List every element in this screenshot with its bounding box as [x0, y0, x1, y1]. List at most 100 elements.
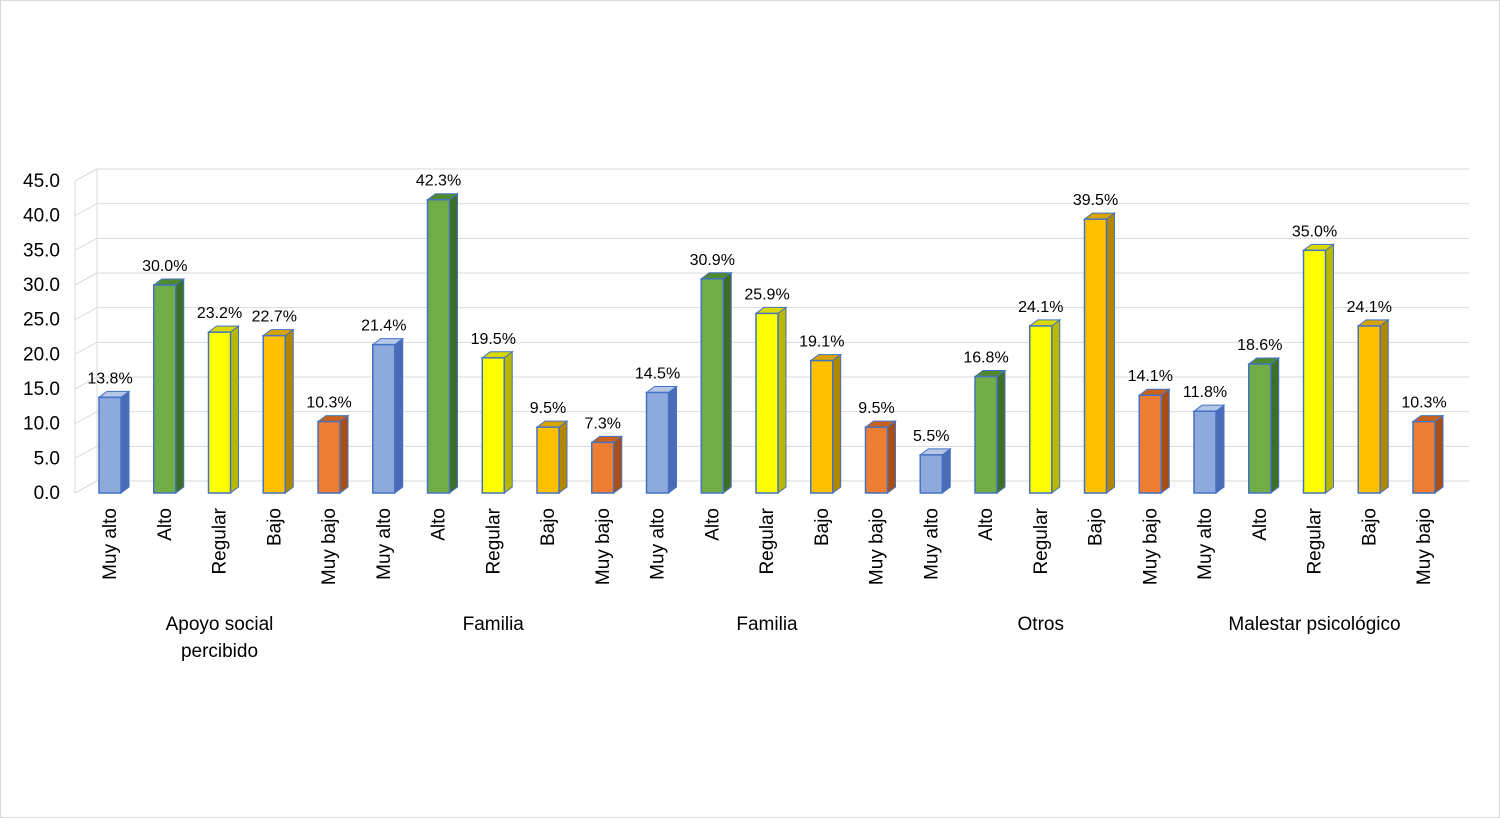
category-label: Muy alto: [648, 508, 669, 580]
data-label: 9.5%: [530, 400, 566, 417]
y-tick-label: 35.0: [23, 240, 60, 261]
bar-side: [284, 328, 294, 494]
category-label: Regular: [1031, 507, 1052, 574]
bar-side: [996, 369, 1006, 494]
data-label: 13.8%: [87, 370, 132, 387]
bar-front: [262, 334, 286, 494]
category-label: Muy bajo: [593, 508, 614, 585]
category-label: Regular: [1305, 507, 1326, 574]
category-label: Muy bajo: [1414, 508, 1435, 585]
group-label: percibido: [181, 641, 258, 662]
gridline-depth: [74, 237, 98, 251]
category-label: Muy alto: [100, 508, 121, 580]
data-label: 18.6%: [1237, 337, 1282, 354]
group-label: Familia: [463, 614, 525, 635]
gridline-depth: [74, 376, 98, 390]
y-tick-label: 25.0: [23, 310, 60, 331]
bar: [1247, 357, 1281, 494]
bar-front: [1193, 410, 1217, 494]
data-label: 10.3%: [1401, 395, 1446, 412]
bar: [1411, 414, 1445, 494]
data-label: 5.5%: [913, 428, 949, 445]
bar-side: [613, 435, 623, 494]
bar-front: [919, 454, 943, 494]
category-label: Muy alto: [374, 508, 395, 580]
bar-front: [207, 331, 232, 494]
category-label: Muy bajo: [319, 508, 340, 585]
bar-front: [1029, 325, 1053, 494]
category-label: Muy alto: [1195, 508, 1216, 580]
bar-side: [832, 353, 842, 494]
category-label: Muy alto: [921, 508, 942, 580]
bar-side: [1215, 404, 1225, 494]
data-label: 7.3%: [585, 415, 621, 432]
group-label: Malestar psicológico: [1228, 614, 1400, 635]
category-label: Bajo: [812, 508, 833, 546]
bar: [535, 420, 569, 494]
bar-front: [1083, 218, 1108, 494]
bar-front: [1302, 249, 1327, 494]
bar-front: [645, 391, 670, 494]
bar-side: [1379, 318, 1389, 494]
bar-side: [941, 447, 951, 494]
gridline-depth: [74, 272, 98, 286]
bar-side: [777, 306, 787, 494]
gridline-depth: [74, 203, 98, 217]
bar: [207, 325, 240, 494]
bar-front: [1138, 394, 1162, 494]
category-label: Bajo: [1086, 508, 1107, 546]
bar-side: [1325, 243, 1334, 494]
bar: [261, 328, 295, 494]
bar: [152, 278, 186, 494]
bar-side: [175, 278, 185, 494]
bar-side: [1434, 414, 1444, 494]
data-label: 25.9%: [744, 286, 789, 303]
y-tick-label: 10.0: [23, 414, 60, 435]
bar: [1356, 318, 1390, 494]
bar: [1028, 318, 1062, 494]
y-tick-label: 15.0: [23, 379, 60, 400]
data-label: 42.3%: [416, 173, 461, 190]
bar: [864, 420, 897, 494]
gridline-depth: [74, 307, 98, 321]
category-label: Alto: [155, 508, 176, 541]
data-label: 39.5%: [1073, 192, 1118, 209]
bar-front: [591, 441, 615, 494]
data-label: 21.4%: [361, 318, 406, 335]
data-label: 14.5%: [635, 365, 680, 382]
gridline-depth: [74, 480, 98, 494]
bar-side: [339, 414, 349, 494]
bar-front: [536, 426, 560, 494]
y-tick-label: 0.0: [34, 483, 60, 504]
data-label: 9.5%: [858, 400, 894, 417]
category-label: Regular: [210, 507, 231, 574]
bar-side: [722, 271, 732, 494]
category-label: Regular: [757, 507, 778, 574]
bar-side: [1051, 318, 1061, 494]
bar-side: [668, 385, 677, 494]
category-label: Regular: [483, 507, 504, 574]
y-tick-label: 45.0: [23, 171, 60, 192]
bar-front: [153, 284, 177, 494]
bar: [371, 337, 405, 494]
bar-side: [503, 350, 513, 494]
bar-front: [317, 420, 341, 494]
group-label: Apoyo social: [166, 614, 274, 635]
bar: [918, 447, 952, 494]
y-tick-label: 30.0: [23, 275, 60, 296]
bar-side: [1160, 388, 1170, 494]
bar: [699, 271, 733, 494]
category-label: Bajo: [264, 508, 285, 546]
bar-side: [230, 325, 239, 494]
category-label: Alto: [976, 508, 997, 541]
data-label: 22.7%: [252, 309, 297, 326]
bar-front: [1357, 325, 1381, 494]
y-tick-label: 5.0: [34, 448, 60, 469]
bar-front: [810, 359, 834, 494]
gridline-depth: [74, 341, 98, 355]
data-label: 35.0%: [1292, 223, 1337, 240]
bar: [480, 350, 514, 494]
bar-front: [864, 426, 889, 494]
data-label: 24.1%: [1347, 299, 1392, 316]
